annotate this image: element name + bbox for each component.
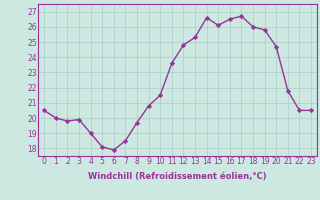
X-axis label: Windchill (Refroidissement éolien,°C): Windchill (Refroidissement éolien,°C): [88, 172, 267, 181]
